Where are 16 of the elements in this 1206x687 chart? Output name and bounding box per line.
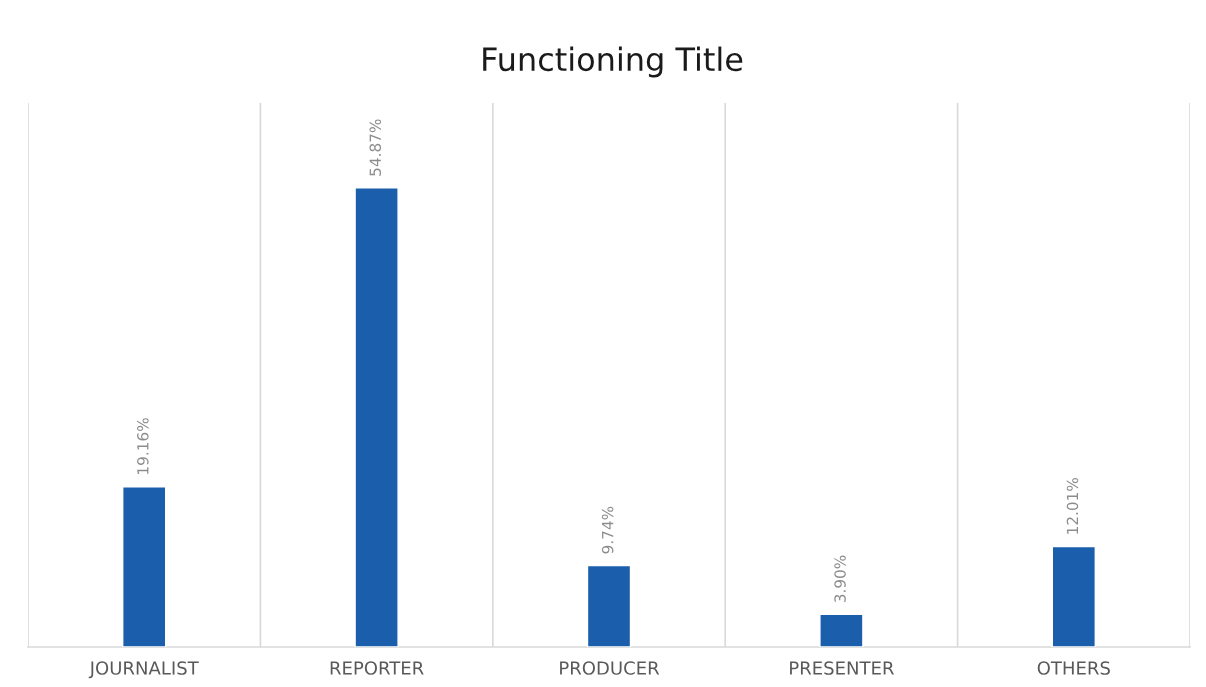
chart-title: Functioning Title <box>483 46 743 78</box>
x-tick-label: REPORTER <box>330 661 424 675</box>
x-tick-label: PRESENTER <box>790 661 894 675</box>
data-label: 54.87% <box>369 119 382 176</box>
data-label: 19.16% <box>137 418 149 474</box>
bar <box>586 564 632 647</box>
data-label: 3.90% <box>834 555 846 603</box>
bar <box>354 187 399 647</box>
x-tick-label: OTHERS <box>1037 661 1110 675</box>
data-label: 9.74% <box>601 506 614 554</box>
bar <box>122 486 167 647</box>
x-tick-label: JOURNALIST <box>88 661 199 679</box>
x-tick-label: PRODUCER <box>560 661 660 675</box>
data-label: 12.01% <box>1066 478 1079 534</box>
bar <box>1051 545 1096 647</box>
bar <box>819 613 864 647</box>
